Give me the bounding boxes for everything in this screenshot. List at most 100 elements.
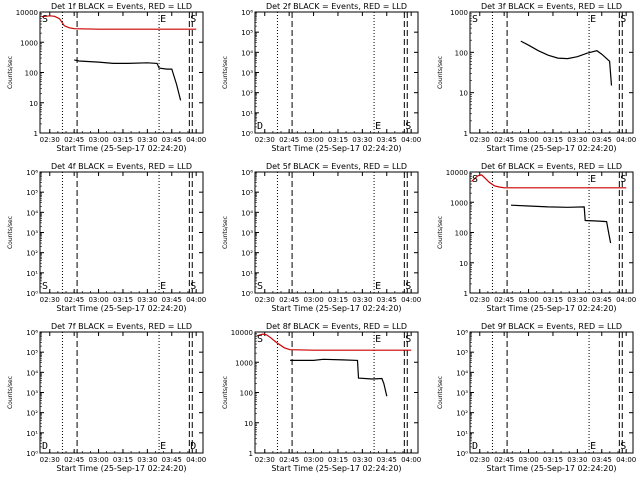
x-tick-label: 02:45 (64, 296, 84, 304)
y-tick-label: 10⁶ (241, 9, 253, 17)
x-tick-label: 02:45 (494, 296, 514, 304)
x-tick-label: 02:45 (279, 456, 299, 464)
y-tick-label: 1 (249, 450, 253, 458)
y-tick-label: 10² (26, 250, 38, 258)
y-axis-label: Counts/sec (222, 376, 229, 409)
y-tick-label: 10³ (456, 390, 468, 398)
panel-title: Det 2f BLACK = Events, RED = LLD (266, 2, 407, 11)
x-tick-label: 02:45 (494, 456, 514, 464)
panel-7: Det 7f BLACK = Events, RED = LLD 02:30 02:… (7, 322, 206, 473)
panel-title: Det 1f BLACK = Events, RED = LLD (51, 2, 192, 11)
x-tick-label: 04:00 (401, 296, 421, 304)
x-tick-label: 03:15 (543, 296, 563, 304)
x-axis-label: Start Time (25-Sep-17 02:24:20) (56, 144, 186, 153)
end-marker-label: E (375, 334, 381, 345)
x-tick-label: 02:30 (470, 296, 490, 304)
x-tick-label: 03:45 (592, 296, 612, 304)
y-axis-label: Counts/sec (437, 376, 444, 409)
y-tick-label: 10³ (26, 390, 38, 398)
y-tick-label: 100 (455, 49, 468, 57)
y-axis-label: Counts/sec (7, 56, 14, 89)
x-axis-label: Start Time (25-Sep-17 02:24:20) (486, 144, 616, 153)
panel-5: Det 5f BLACK = Events, RED = LLD 02:30 02:… (222, 162, 421, 313)
start-marker-label: D (42, 441, 48, 452)
x-tick-label: 03:15 (543, 136, 563, 144)
y-tick-label: 1000 (235, 359, 253, 367)
y-tick-label: 10³ (241, 70, 253, 78)
x-tick-label: 03:45 (377, 456, 397, 464)
y-axis-label: Counts/sec (437, 216, 444, 249)
x-tick-label: 04:00 (616, 136, 636, 144)
y-axis-label: Counts/sec (222, 216, 229, 249)
x-axis-label: Start Time (25-Sep-17 02:24:20) (56, 464, 186, 473)
x-tick-label: 03:30 (137, 456, 157, 464)
x-axis-label: Start Time (25-Sep-17 02:24:20) (486, 304, 616, 313)
panel-3: Det 3f BLACK = Events, RED = LLD 02:30 02:… (437, 2, 636, 153)
plot-frame (39, 11, 204, 134)
x-tick-label: 02:45 (64, 456, 84, 464)
y-tick-label: 10⁵ (241, 29, 253, 37)
y-tick-label: 10³ (26, 230, 38, 238)
start-marker-label: S (257, 334, 263, 345)
panel-title: Det 9f BLACK = Events, RED = LLD (481, 322, 622, 331)
y-tick-label: 10⁶ (456, 329, 468, 337)
x-tick-label: 03:30 (137, 136, 157, 144)
plot-frame (254, 11, 419, 134)
x-tick-label: 03:00 (518, 136, 538, 144)
start-marker-label: S (42, 281, 48, 292)
x-tick-label: 03:45 (162, 456, 182, 464)
x-tick-label: 03:15 (113, 136, 133, 144)
x-tick-label: 04:00 (616, 296, 636, 304)
panel-2: Det 2f BLACK = Events, RED = LLD 02:30 02:… (222, 2, 421, 153)
x-tick-label: 03:15 (328, 456, 348, 464)
lld-series-line (471, 174, 627, 189)
y-tick-label: 10² (241, 90, 253, 98)
y-tick-label: 10⁴ (241, 49, 253, 57)
x-tick-label: 03:15 (328, 136, 348, 144)
y-tick-label: 1 (464, 290, 468, 298)
x-tick-label: 02:30 (255, 296, 275, 304)
x-axis-label: Start Time (25-Sep-17 02:24:20) (56, 304, 186, 313)
y-tick-label: 10⁵ (456, 349, 468, 357)
x-tick-label: 03:30 (137, 296, 157, 304)
x-tick-label: 03:45 (592, 456, 612, 464)
stop-marker-label: S (190, 281, 196, 292)
y-tick-label: 10² (26, 410, 38, 418)
stop-marker-label: D (190, 441, 196, 452)
stop-marker-label: S (405, 121, 411, 132)
stop-marker-label: S (620, 14, 626, 25)
y-tick-label: 1000 (20, 39, 38, 47)
y-tick-label: 10⁴ (26, 369, 38, 377)
y-tick-label: 1000 (450, 199, 468, 207)
x-tick-label: 04:00 (186, 296, 206, 304)
x-tick-label: 02:45 (494, 136, 514, 144)
x-tick-label: 04:00 (401, 136, 421, 144)
y-tick-label: 10⁵ (26, 349, 38, 357)
x-tick-label: 03:00 (88, 136, 108, 144)
y-tick-label: 10⁰ (26, 450, 38, 458)
end-marker-label: E (160, 441, 166, 452)
panel-title: Det 5f BLACK = Events, RED = LLD (266, 162, 407, 171)
end-marker-label: E (160, 14, 166, 25)
y-axis-label: Counts/sec (437, 56, 444, 89)
y-tick-label: 10 (244, 420, 253, 428)
x-tick-label: 03:30 (567, 136, 587, 144)
panel-6: Det 6f BLACK = Events, RED = LLD 02:30 02:… (437, 162, 636, 313)
x-tick-label: 04:00 (401, 456, 421, 464)
panel-title: Det 6f BLACK = Events, RED = LLD (481, 162, 622, 171)
y-tick-label: 10⁰ (241, 290, 253, 298)
plot-frame (39, 171, 204, 294)
x-tick-label: 02:30 (40, 456, 60, 464)
x-tick-label: 03:15 (543, 456, 563, 464)
y-tick-label: 10³ (241, 230, 253, 238)
y-tick-label: 10⁰ (456, 450, 468, 458)
x-tick-label: 03:30 (352, 136, 372, 144)
y-tick-label: 10⁵ (241, 189, 253, 197)
x-tick-label: 02:45 (279, 296, 299, 304)
y-tick-label: 10¹ (241, 270, 253, 278)
x-axis-label: Start Time (25-Sep-17 02:24:20) (271, 144, 401, 153)
y-tick-label: 10⁴ (456, 369, 468, 377)
plot-frame (254, 171, 419, 294)
plot-frame (469, 11, 634, 134)
x-tick-label: 04:00 (616, 456, 636, 464)
